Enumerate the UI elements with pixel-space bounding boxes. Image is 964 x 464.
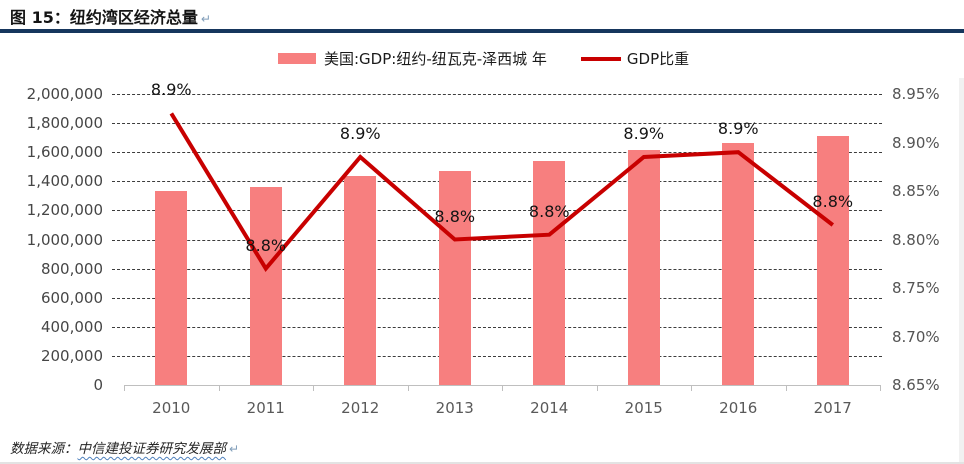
gridline [112, 326, 882, 328]
legend-item-gdp-ratio: GDP比重 [580, 48, 690, 69]
gridline [112, 297, 882, 299]
x-axis-tick [880, 385, 881, 391]
point-label-2011: 8.8% [245, 235, 287, 255]
gridline [112, 268, 882, 270]
figure-title-text: 图 15：纽约湾区经济总量 [10, 8, 198, 27]
x-axis-tick [785, 385, 787, 391]
bar-2013 [438, 170, 471, 385]
x-axis-label-2016: 2016 [719, 399, 758, 417]
bar-2011 [249, 187, 282, 385]
right-axis-tick-label: 8.80% [892, 230, 940, 249]
page-edge-strip [959, 78, 964, 462]
gridline [112, 355, 882, 357]
figure-title: 图 15：纽约湾区经济总量 ↵ [10, 4, 211, 28]
title-divider [0, 29, 964, 33]
point-label-2017: 8.8% [812, 191, 854, 211]
source-prefix: 数据来源： [10, 441, 78, 457]
bar-2016 [722, 143, 755, 385]
legend-item-gdp: 美国:GDP:纽约-纽瓦克-泽西城 年 [278, 48, 547, 69]
left-axis-tick-label: 2,000,000 [26, 85, 103, 103]
x-axis-label-2013: 2013 [435, 399, 474, 417]
left-axis-tick-label: 1,800,000 [26, 114, 103, 133]
x-axis-label-2017: 2017 [813, 399, 852, 417]
point-label-2012: 8.9% [339, 124, 381, 144]
gdp-ratio-line [169, 112, 835, 273]
point-label-2013: 8.8% [434, 206, 476, 226]
x-axis-tick [407, 385, 409, 391]
x-axis-tick [313, 385, 314, 391]
gridline [112, 94, 882, 95]
x-axis-tick [124, 385, 125, 391]
point-label-2014: 8.8% [528, 201, 570, 221]
gridline [112, 239, 882, 241]
gridline [112, 210, 882, 212]
x-axis-label-2011: 2011 [246, 399, 285, 417]
bar-2015 [627, 150, 660, 385]
left-axis-tick-label: 600,000 [40, 288, 103, 307]
bar-2010 [155, 190, 188, 385]
left-axis-tick-label: 400,000 [40, 317, 103, 336]
right-axis-tick-label: 8.90% [892, 133, 940, 152]
data-source-note: 数据来源：中信建投证券研究发展部 ↵ [10, 437, 239, 457]
legend-gdp-label: 美国:GDP:纽约-纽瓦克-泽西城 年 [324, 50, 547, 68]
right-axis-tick-label: 8.70% [892, 327, 940, 346]
x-axis-label-2012: 2012 [341, 399, 380, 417]
left-axis-tick-label: 1,600,000 [26, 143, 103, 162]
bar-2014 [533, 161, 566, 385]
source-name: 中信建投证券研究发展部 [77, 441, 227, 457]
left-axis-tick-label: 200,000 [40, 346, 103, 365]
point-label-2016: 8.9% [717, 119, 759, 139]
gridline [112, 123, 882, 125]
x-axis-tick [502, 385, 503, 391]
left-axis-tick-label: 1,400,000 [26, 172, 103, 191]
paragraph-mark-icon: ↵ [200, 12, 211, 26]
left-axis-tick-label: 0 [93, 376, 103, 394]
right-axis-tick-label: 8.65% [892, 376, 940, 394]
right-axis-tick-label: 8.75% [892, 279, 940, 297]
gridline [112, 181, 882, 183]
x-axis-tick [691, 385, 692, 391]
x-axis-label-2014: 2014 [530, 399, 569, 417]
left-axis-tick-label: 800,000 [40, 259, 103, 278]
point-label-2010: 8.9% [150, 80, 192, 100]
gridline [112, 152, 882, 154]
right-axis-tick-label: 8.95% [892, 85, 940, 103]
left-axis-tick-label: 1,000,000 [26, 230, 103, 249]
x-axis-tick [218, 385, 220, 391]
bar-2012 [344, 176, 377, 385]
right-axis-tick-label: 8.85% [892, 182, 940, 200]
x-axis-label-2015: 2015 [624, 399, 663, 417]
paragraph-mark-icon: ↵ [229, 442, 240, 456]
x-axis-label-2010: 2010 [152, 399, 191, 417]
point-label-2015: 8.9% [623, 124, 665, 144]
legend-line-swatch-icon [580, 56, 621, 61]
chart-legend: 美国:GDP:纽约-纽瓦克-泽西城 年 GDP比重 [278, 48, 689, 69]
bar-2017 [816, 135, 849, 385]
left-axis-tick-label: 1,200,000 [26, 201, 103, 220]
x-axis-tick [596, 385, 598, 391]
legend-ratio-label: GDP比重 [626, 50, 690, 68]
legend-bar-swatch-icon [278, 53, 316, 64]
